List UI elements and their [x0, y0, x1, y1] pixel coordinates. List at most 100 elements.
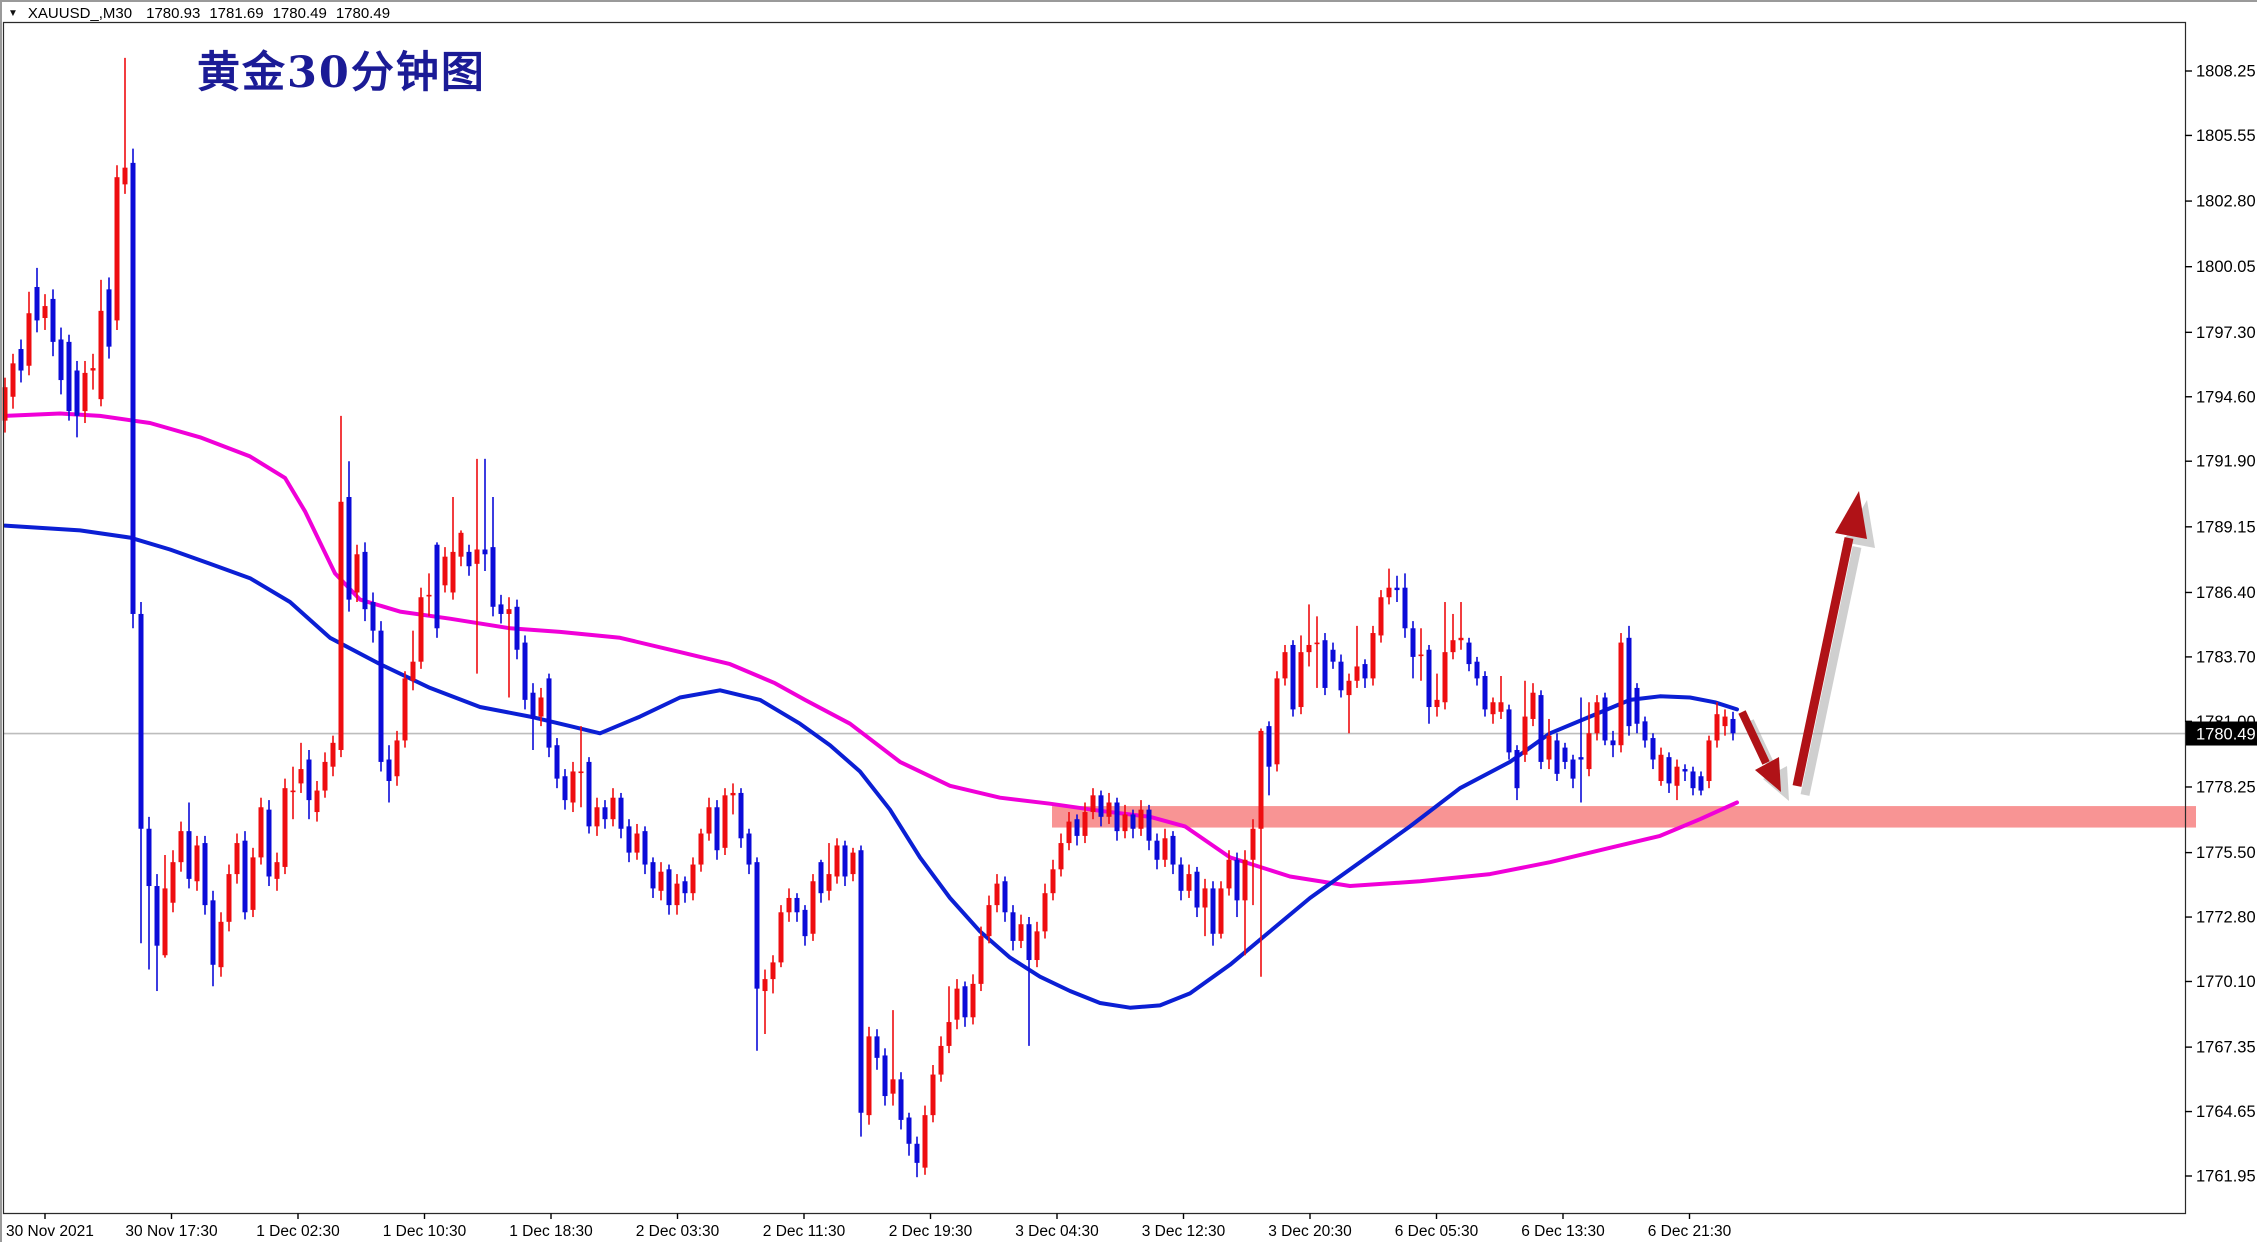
time-axis[interactable]: 30 Nov 2021 30 Nov 17:30 1 Dec 02:30 1 Dec …	[6, 1213, 1732, 1241]
candle-body	[994, 883, 1000, 906]
candle-body	[1522, 716, 1528, 755]
candle-body	[474, 549, 480, 564]
candle-body	[266, 809, 272, 877]
time-tick-label: 3 Dec 12:30	[1142, 1223, 1226, 1240]
price-axis[interactable]: 1808.25 1805.55 1802.80 1800.05 1797.30 1794.…	[2185, 63, 2256, 1186]
candle-body	[1362, 664, 1368, 679]
price-tick-label: 1808.25	[2196, 63, 2256, 81]
candle-body	[1722, 716, 1728, 727]
candle-body	[2, 387, 8, 421]
candle-body	[810, 881, 816, 934]
candle-body	[298, 769, 304, 784]
candle-body	[330, 742, 336, 767]
candle-body	[1266, 726, 1272, 767]
candle-body	[1034, 931, 1040, 961]
candle-body	[1506, 709, 1512, 753]
ma-fast-blue	[3, 523, 1739, 1010]
candle-body	[306, 759, 312, 801]
candle-body	[1170, 835, 1176, 865]
candle-body	[1234, 859, 1240, 901]
candle-body	[722, 795, 728, 848]
candle-body	[1314, 642, 1320, 645]
candle-body	[746, 833, 752, 865]
candle-body	[1458, 637, 1464, 641]
candle-body	[1282, 652, 1288, 679]
candle-body	[1666, 757, 1672, 784]
quote-low: 1780.49	[272, 4, 327, 22]
candle-body	[1386, 587, 1392, 598]
candle-body	[130, 162, 136, 614]
candle-body	[586, 761, 592, 827]
candle-body	[426, 594, 432, 597]
price-tick-label: 1770.10	[2196, 973, 2256, 991]
candle-body	[1402, 587, 1408, 629]
candle-body	[1202, 888, 1208, 908]
candle-body	[1626, 637, 1632, 727]
candle-body	[754, 862, 760, 989]
candle-body	[602, 807, 608, 820]
current-price-value: 1780.49	[2196, 726, 2256, 744]
price-tick-label: 1786.40	[2196, 584, 2256, 602]
price-tick-label: 1791.90	[2196, 453, 2256, 471]
candle-body	[138, 613, 144, 829]
candle-body	[1418, 654, 1424, 657]
candle-body	[1162, 838, 1168, 860]
candle-body	[122, 167, 128, 185]
candle-body	[1602, 697, 1608, 741]
time-tick-label: 1 Dec 18:30	[509, 1223, 593, 1240]
candle-series	[2, 57, 1736, 1178]
candle-body	[562, 776, 568, 801]
candle-body	[98, 310, 104, 400]
candle-body	[1066, 821, 1072, 844]
candle-body	[642, 831, 648, 865]
candle-body	[202, 843, 208, 906]
quote-high: 1781.69	[209, 4, 264, 22]
candle-body	[1594, 702, 1600, 734]
candle-body	[898, 1079, 904, 1120]
candle-body	[1714, 714, 1720, 741]
candle-body	[10, 363, 16, 397]
time-tick-label: 6 Dec 13:30	[1521, 1223, 1605, 1240]
candle-body	[946, 1022, 952, 1046]
candle-body	[802, 909, 808, 937]
price-tick-label: 1772.80	[2196, 909, 2256, 927]
candle-body	[1002, 881, 1008, 913]
candle-body	[1586, 733, 1592, 770]
candle-body	[1482, 676, 1488, 710]
candle-body	[1218, 888, 1224, 934]
candle-body	[42, 306, 48, 319]
candle-body	[498, 604, 504, 614]
candle-body	[1274, 678, 1280, 765]
candle-body	[762, 979, 768, 992]
candle-body	[346, 497, 352, 600]
candle-body	[1538, 695, 1544, 762]
candle-body	[250, 857, 256, 910]
candle-body	[1370, 633, 1376, 679]
candle-body	[826, 874, 832, 891]
candle-body	[1554, 740, 1560, 774]
candle-body	[986, 905, 992, 937]
price-tick-label: 1805.55	[2196, 127, 2256, 145]
candle-body	[650, 862, 656, 889]
candle-body	[554, 745, 560, 779]
candle-body	[290, 790, 296, 793]
candle-body	[914, 1143, 920, 1163]
candle-body	[74, 370, 80, 416]
candle-body	[450, 551, 456, 593]
candle-body	[514, 606, 520, 650]
candle-body	[362, 551, 368, 610]
candle-body	[658, 871, 664, 891]
candle-body	[162, 888, 168, 956]
price-tick-label: 1761.95	[2196, 1167, 2256, 1185]
candle-body	[226, 874, 232, 922]
chevron-down-icon[interactable]: ▼	[8, 7, 18, 19]
candle-body	[402, 678, 408, 741]
candle-body	[626, 826, 632, 853]
candle-body	[210, 900, 216, 965]
candle-body	[234, 843, 240, 875]
time-tick-label: 3 Dec 04:30	[1015, 1223, 1099, 1240]
candle-body	[890, 1079, 896, 1094]
candle-body	[1682, 769, 1688, 772]
